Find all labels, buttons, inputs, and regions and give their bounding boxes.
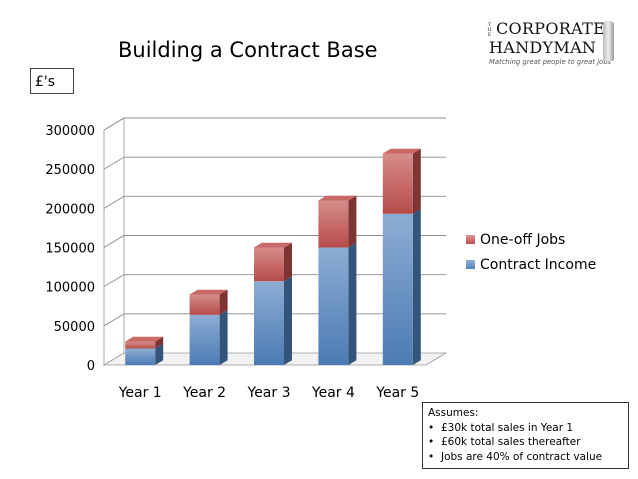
assumptions-box: Assumes: £30k total sales in Year 1 £60k… (422, 402, 629, 469)
bar-contract-income (382, 213, 413, 365)
y-tick-label: 50000 (54, 320, 95, 335)
bar-one-off-jobs (189, 294, 220, 315)
assumptions-heading: Assumes: (428, 407, 479, 419)
assumptions-list: £30k total sales in Year 1 £60k total sa… (428, 421, 623, 465)
logo-line1: CORPORATE (496, 19, 606, 38)
bar-side-one-off-jobs (155, 336, 164, 349)
bar-side-contract-income (412, 209, 421, 365)
bar-side-one-off-jobs (412, 148, 421, 214)
legend-item-contract-income: Contract Income (466, 257, 596, 273)
bar-contract-income (254, 281, 284, 365)
bar-top-one-off-jobs (318, 195, 357, 201)
bar-one-off-jobs (318, 200, 349, 248)
bar-one-off-jobs (125, 341, 156, 349)
chart-title: Building a Contract Base (118, 38, 378, 62)
y-tick-label: 0 (87, 359, 95, 374)
bar-top-one-off-jobs (382, 148, 421, 154)
bar-side-contract-income (155, 343, 164, 365)
y-tick-label: 250000 (45, 163, 95, 178)
y-tick-label: 150000 (45, 242, 95, 257)
bar-side-contract-income (219, 310, 228, 365)
x-tick-label: Year 4 (311, 385, 355, 401)
legend-swatch-one-off-jobs (466, 235, 475, 244)
legend-swatch-contract-income (466, 260, 475, 269)
bar-side-one-off-jobs (348, 195, 357, 248)
bar-one-off-jobs (254, 247, 284, 282)
bar-top-one-off-jobs (125, 336, 164, 342)
bar-contract-income (125, 348, 156, 365)
x-tick-label: Year 5 (375, 385, 419, 401)
y-tick-label: 300000 (45, 124, 95, 139)
bar-side-one-off-jobs (284, 242, 292, 282)
bar-contract-income (318, 247, 349, 365)
bar-side-contract-income (348, 242, 357, 365)
gridline (103, 117, 446, 131)
y-tick-label: 200000 (45, 202, 95, 217)
x-tick-label: Year 2 (182, 385, 226, 401)
assumption-item: Jobs are 40% of contract value (428, 450, 623, 465)
bar-top-one-off-jobs (189, 289, 228, 295)
assumption-item: £30k total sales in Year 1 (428, 421, 623, 436)
units-label: £'s (30, 68, 74, 94)
x-tick-label: Year 3 (247, 385, 291, 401)
bar-side-contract-income (284, 276, 292, 365)
logo-line2: HANDYMAN (489, 38, 597, 57)
y-tick-label: 100000 (45, 281, 95, 296)
bar-top-one-off-jobs (254, 242, 292, 248)
bottle-icon (603, 21, 614, 61)
gridline (103, 156, 446, 170)
bar-contract-income (189, 314, 220, 365)
assumption-item: £60k total sales thereafter (428, 435, 623, 450)
bar-side-one-off-jobs (219, 289, 228, 315)
legend-label-contract-income: Contract Income (480, 257, 597, 273)
bar-one-off-jobs (382, 153, 413, 214)
x-tick-label: Year 1 (118, 385, 162, 401)
legend-item-one-off-jobs: One-off Jobs (466, 232, 565, 248)
legend-label-one-off-jobs: One-off Jobs (480, 232, 566, 248)
logo-tagline: Matching great people to great jobs (489, 58, 612, 66)
